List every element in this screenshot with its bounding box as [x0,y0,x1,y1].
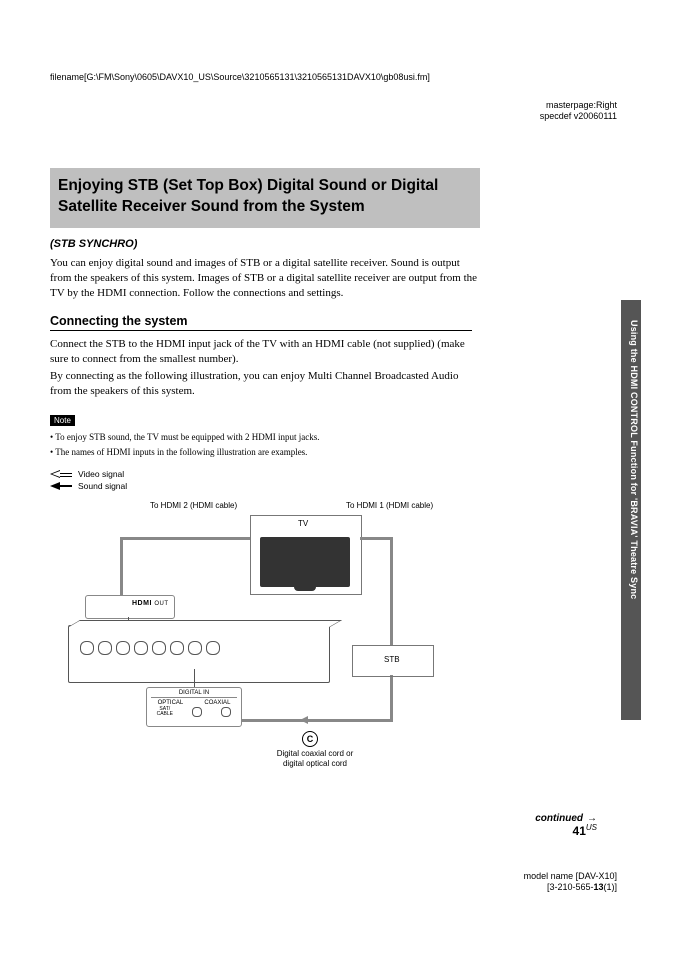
connecting-body-1: Connect the STB to the HDMI input jack o… [50,337,480,367]
file-path: filename[G:\FM\Sony\0605\DAVX10_US\Sourc… [50,72,430,82]
arrow-open-icon [50,470,72,478]
connecting-heading: Connecting the system [50,314,472,331]
section-title: Enjoying STB (Set Top Box) Digital Sound… [50,168,480,228]
arrow-solid-icon [50,482,72,490]
page-number-suffix: US [586,823,597,832]
port-icon [188,641,202,655]
digital-in-title: DIGITAL IN [151,690,237,698]
note-line-2: • The names of HDMI inputs in the follow… [50,446,480,459]
optical-jack-icon [192,707,202,717]
coaxial-jack-icon [221,707,231,717]
port-icon [170,641,184,655]
intro-paragraph: You can enjoy digital sound and images o… [50,256,480,301]
label-to-hdmi2: To HDMI 2 (HDMI cable) [150,501,237,510]
label-to-hdmi1: To HDMI 1 (HDMI cable) [346,501,433,510]
masterpage-line: masterpage:Right [540,100,617,111]
receiver-ports [80,641,220,655]
marker-c-caption: Digital coaxial cord or digital optical … [275,749,355,768]
hdmi-out-text: HDMI OUT [132,600,169,607]
wire-hdmi2-h [120,537,250,540]
part-number: [3-210-565-13(1)] [524,882,617,894]
wire-c-v1 [390,675,393,721]
legend-video: Video signal [50,469,480,479]
content-column: Enjoying STB (Set Top Box) Digital Sound… [50,168,480,757]
stb-label: STB [384,655,400,664]
hdmi-out-callout [85,595,175,619]
legend-video-label: Video signal [78,469,124,479]
side-tab-text: Using the HDMI CONTROL Function for 'BRA… [623,320,639,700]
wire-hdmi1-v [390,537,393,645]
subheading: (STB SYNCHRO) [50,238,480,250]
footer-model: model name [DAV-X10] [3-210-565-13(1)] [524,871,617,894]
wire-c-arrow [300,716,308,724]
hdmi-word: HDMI [132,600,152,607]
masterpage-info: masterpage:Right specdef v20060111 [540,100,617,123]
tv-screen [260,537,350,587]
coaxial-label: COAXIAL [204,700,230,706]
manual-page: filename[G:\FM\Sony\0605\DAVX10_US\Sourc… [0,0,677,954]
specdef-line: specdef v20060111 [540,111,617,122]
sat-cable-label: SAT/ CABLE [157,707,173,717]
port-icon [80,641,94,655]
wire-hdmi1-h [360,537,393,540]
digital-in-callout: DIGITAL IN OPTICAL COAXIAL SAT/ CABLE [146,687,242,727]
legend-sound-label: Sound signal [78,481,127,491]
connection-diagram: To HDMI 2 (HDMI cable) To HDMI 1 (HDMI c… [50,497,510,757]
legend-sound: Sound signal [50,481,480,491]
port-icon [116,641,130,655]
note-label: Note [50,415,75,426]
tv-label: TV [298,519,308,528]
model-name: model name [DAV-X10] [524,871,617,883]
port-icon [98,641,112,655]
marker-c: C [302,731,318,747]
page-number-value: 41 [573,824,586,838]
port-icon [206,641,220,655]
port-icon [152,641,166,655]
page-number: 41US [573,823,597,838]
connecting-body-2: By connecting as the following illustrat… [50,369,480,399]
tv-stand [294,587,316,591]
hdmi-out-suffix: OUT [154,601,168,607]
port-icon [134,641,148,655]
wire-hdmi2-v [120,537,123,595]
note-line-1: • To enjoy STB sound, the TV must be equ… [50,431,480,444]
callout-leader-2 [194,669,195,687]
